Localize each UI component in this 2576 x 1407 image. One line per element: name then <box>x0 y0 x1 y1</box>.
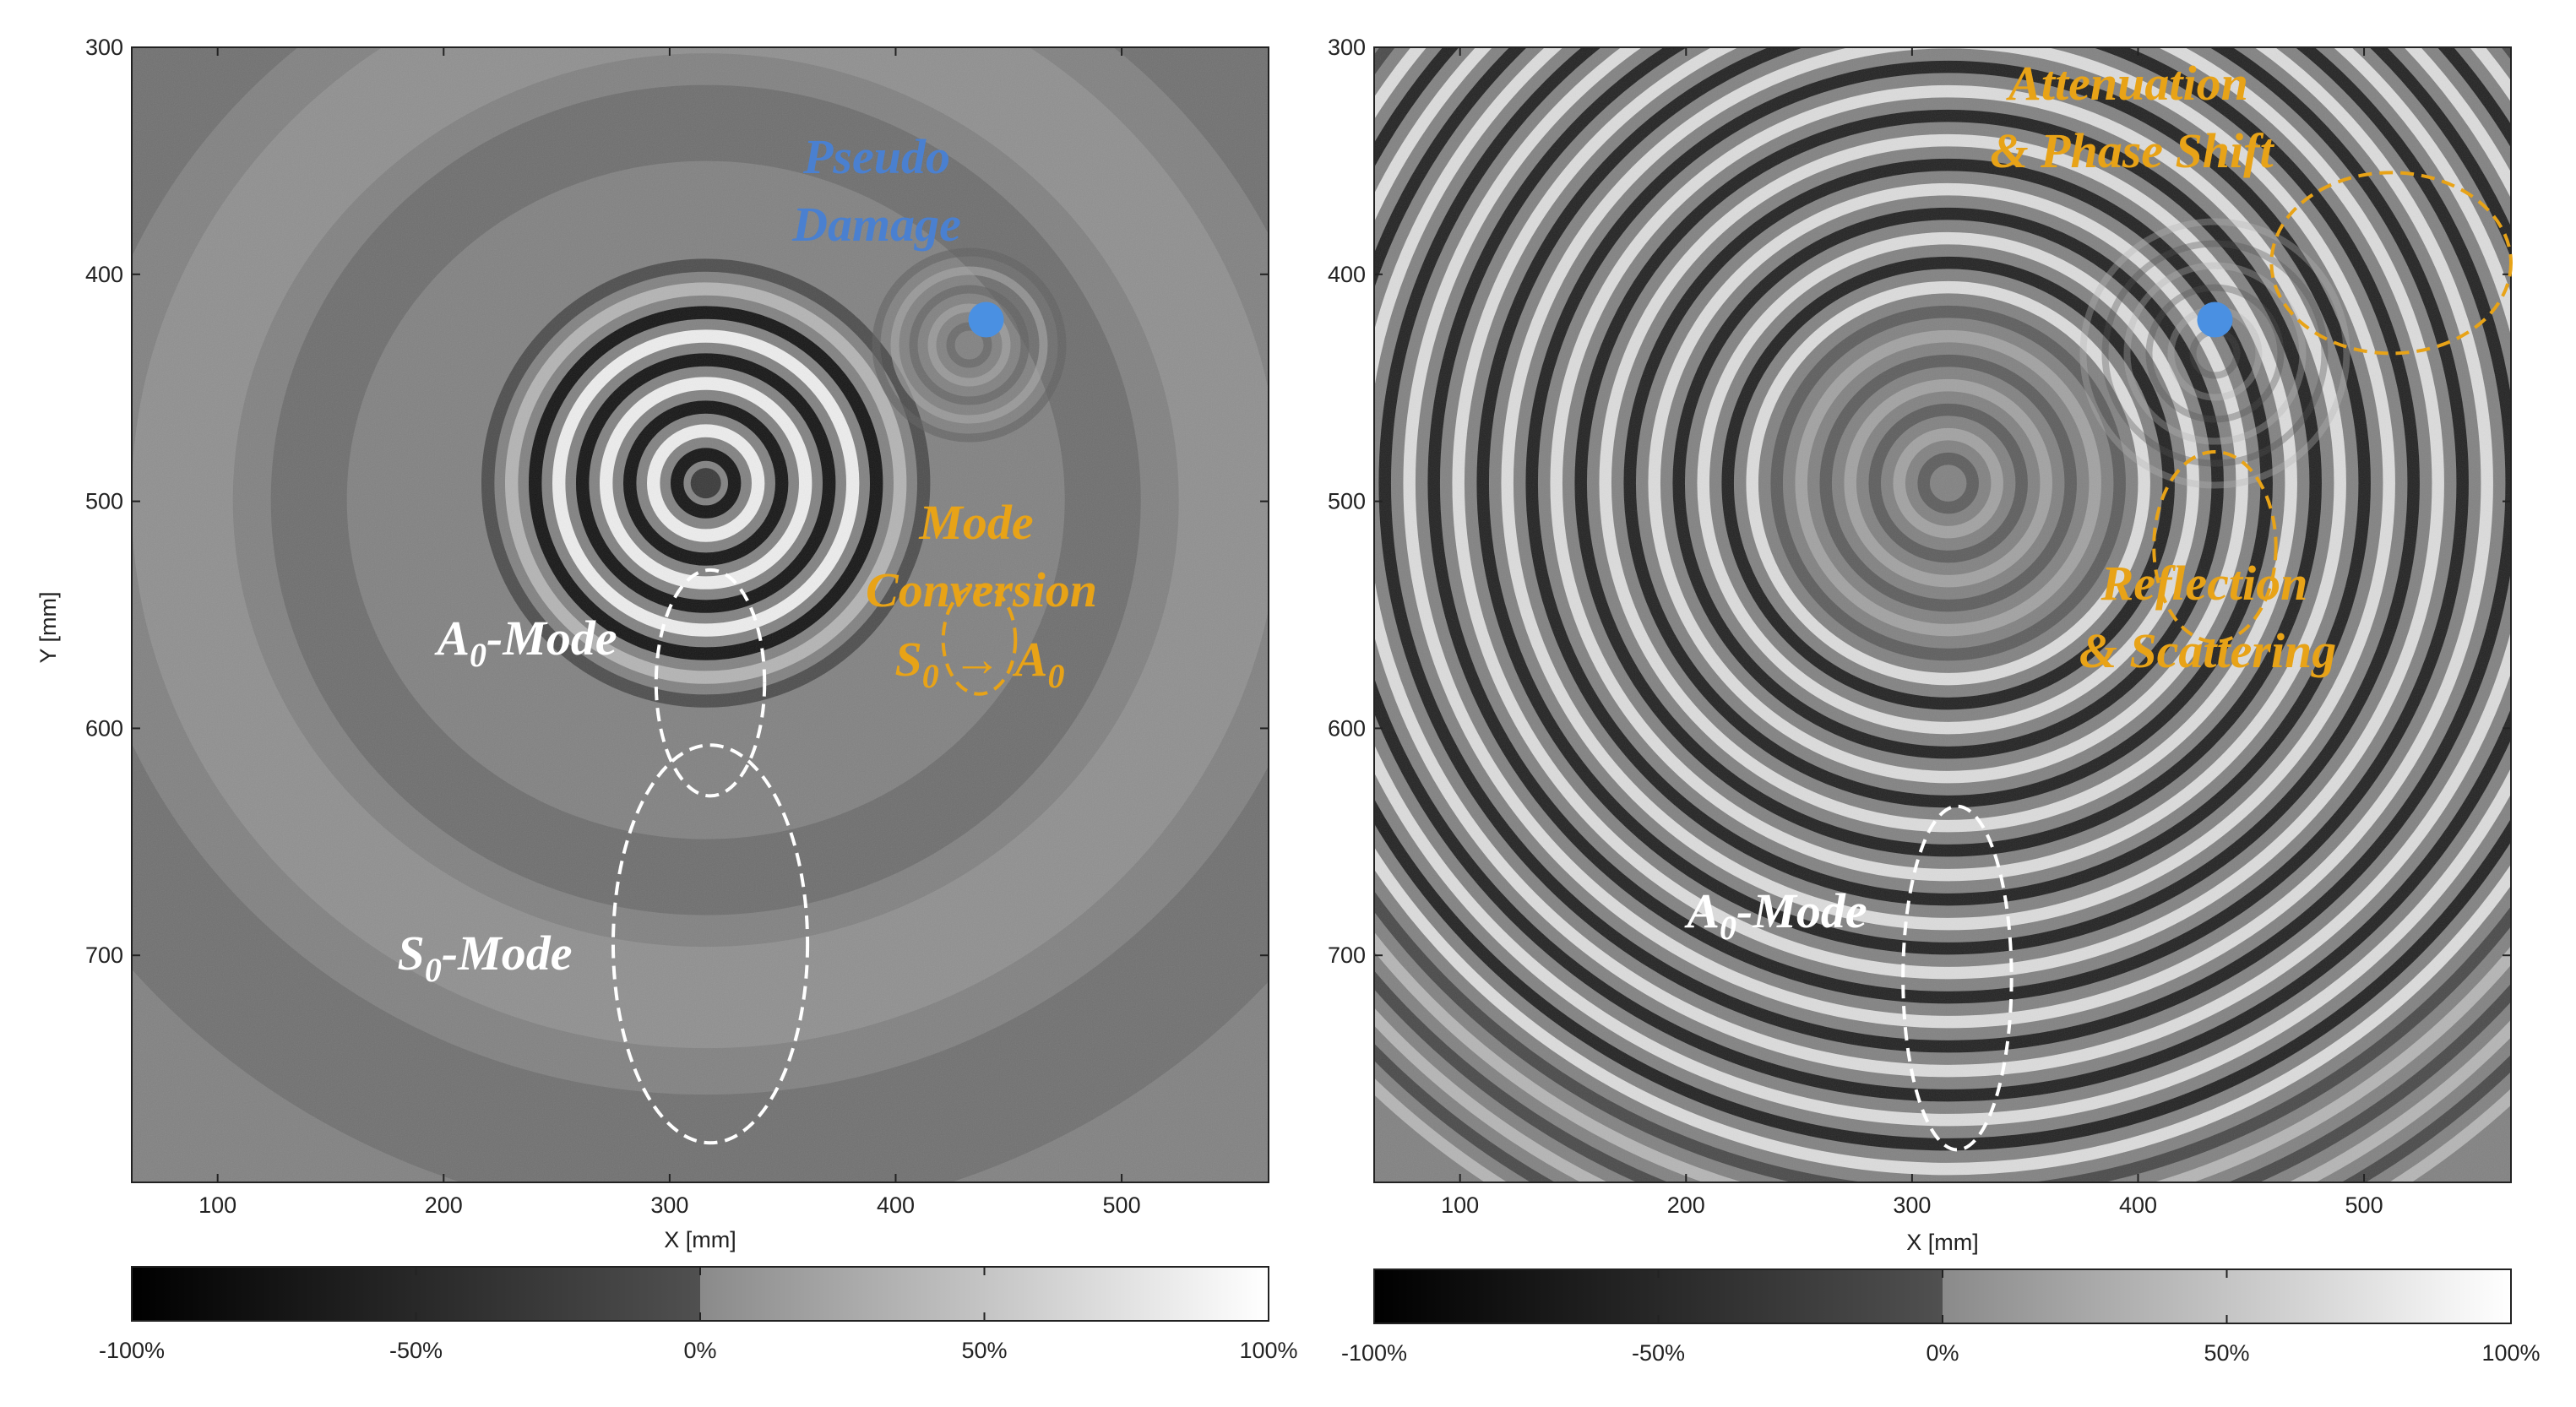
left-x-axis-label: X [mm] <box>664 1227 736 1252</box>
x-tick-label: 300 <box>1893 1192 1931 1218</box>
mode-subscript: 0 <box>1720 909 1736 947</box>
mode-letter: A <box>434 611 470 665</box>
colorbar-tick-label: 0% <box>1926 1340 1959 1366</box>
x-tick-label: 100 <box>198 1192 236 1218</box>
colorbar-tick-label: -100% <box>1341 1340 1407 1366</box>
left-panel: 100 200 300 400 500 300 400 500 600 700 X [mm] Y … <box>35 35 1298 1363</box>
pseudo-damage-label-line1: Pseudo <box>802 129 950 184</box>
mode-suffix: -Mode <box>442 926 573 981</box>
right-annotations: Attenuation & Phase Shift Reflection & Scat… <box>1684 56 2336 947</box>
colorbar-tick-label: 100% <box>2481 1340 2540 1366</box>
left-y-axis-label: Y [mm] <box>35 591 61 663</box>
colorbar-gradient <box>131 1266 1269 1322</box>
damage-marker <box>2197 302 2233 338</box>
right-wavefield <box>1374 47 2511 1182</box>
mode-conversion-label-line2: Conversion <box>866 562 1097 617</box>
colorbar-tick-label: -50% <box>389 1338 443 1363</box>
s-letter: S <box>895 632 922 687</box>
a0-mode-label: A0-Mode <box>434 611 617 674</box>
reflection-label-line1: Reflection <box>2100 556 2308 611</box>
colorbar-tick-label: 100% <box>1239 1338 1297 1363</box>
right-plot-frame <box>1373 46 2512 1183</box>
left-axis-ticks: 100 200 300 400 500 300 400 500 600 700 <box>85 35 1269 1218</box>
x-tick-label: 300 <box>650 1192 688 1218</box>
right-colorbar: -100% -50% 0% 50% 100% <box>1341 1268 2541 1366</box>
mode-suffix: -Mode <box>486 611 617 665</box>
a-subscript: 0 <box>1047 657 1064 695</box>
colorbar-tick-label: 50% <box>961 1338 1007 1363</box>
mode-suffix: -Mode <box>1736 883 1867 938</box>
a0-mode-region <box>654 568 767 798</box>
arrow-glyph: → <box>953 632 1002 687</box>
y-tick-label: 600 <box>1328 715 1366 741</box>
reflection-region <box>2152 449 2278 644</box>
x-tick-label: 500 <box>2345 1192 2383 1218</box>
left-annotation-regions <box>611 568 1018 1145</box>
s0-mode-label: S0-Mode <box>398 926 573 989</box>
y-tick-label: 700 <box>1328 943 1366 968</box>
s-subscript: 0 <box>922 657 939 695</box>
a0-mode-label: A0-Mode <box>1684 883 1867 947</box>
right-annotation-regions <box>1901 171 2514 1152</box>
x-tick-label: 500 <box>1103 1192 1141 1218</box>
colorbar-tick-label: -100% <box>99 1338 165 1363</box>
attenuation-region <box>2269 171 2514 356</box>
attenuation-label-line1: Attenuation <box>2006 56 2248 111</box>
colorbar-tick-label: 50% <box>2204 1340 2249 1366</box>
mode-conversion-label-line1: Mode <box>918 495 1033 550</box>
pseudo-damage-label-line2: Damage <box>791 197 961 252</box>
left-colorbar: -100% -50% 0% 50% 100% <box>99 1266 1298 1363</box>
left-wavefield <box>132 47 1269 1182</box>
x-tick-label: 400 <box>877 1192 915 1218</box>
mode-conversion-region <box>941 584 1018 696</box>
x-tick-label: 400 <box>2119 1192 2157 1218</box>
a0-mode-region <box>1901 804 2014 1152</box>
y-tick-label: 400 <box>85 262 123 287</box>
s0-mode-region <box>611 743 810 1145</box>
reflection-label-line2: & Scattering <box>2079 623 2337 678</box>
x-tick-label: 200 <box>425 1192 463 1218</box>
a-letter: A <box>1013 632 1048 687</box>
x-tick-label: 200 <box>1667 1192 1705 1218</box>
right-panel: 100 200 300 400 500 300 400 500 600 700 X [mm] At… <box>1328 35 2541 1366</box>
y-tick-label: 300 <box>1328 35 1366 60</box>
mode-subscript: 0 <box>425 951 442 989</box>
y-tick-label: 400 <box>1328 262 1366 287</box>
x-tick-label: 100 <box>1441 1192 1479 1218</box>
colorbar-gradient <box>1373 1268 2512 1324</box>
right-axis-ticks: 100 200 300 400 500 300 400 500 600 700 <box>1328 35 2511 1218</box>
mode-letter: S <box>398 926 425 981</box>
y-tick-label: 600 <box>85 715 123 741</box>
colorbar-tick-label: -50% <box>1632 1340 1685 1366</box>
y-tick-label: 500 <box>85 489 123 514</box>
s0-to-a0-label: S0 → A0 <box>895 632 1065 695</box>
y-tick-label: 300 <box>85 35 123 60</box>
y-tick-label: 700 <box>85 943 123 968</box>
y-tick-label: 500 <box>1328 489 1366 514</box>
attenuation-label-line2: & Phase Shift <box>1990 123 2274 178</box>
colorbar-tick-label: 0% <box>683 1338 716 1363</box>
mode-subscript: 0 <box>470 636 486 674</box>
damage-marker <box>968 302 1004 338</box>
left-plot-frame <box>131 46 1269 1183</box>
mode-letter: A <box>1684 883 1720 938</box>
right-x-axis-label: X [mm] <box>1906 1230 1979 1255</box>
